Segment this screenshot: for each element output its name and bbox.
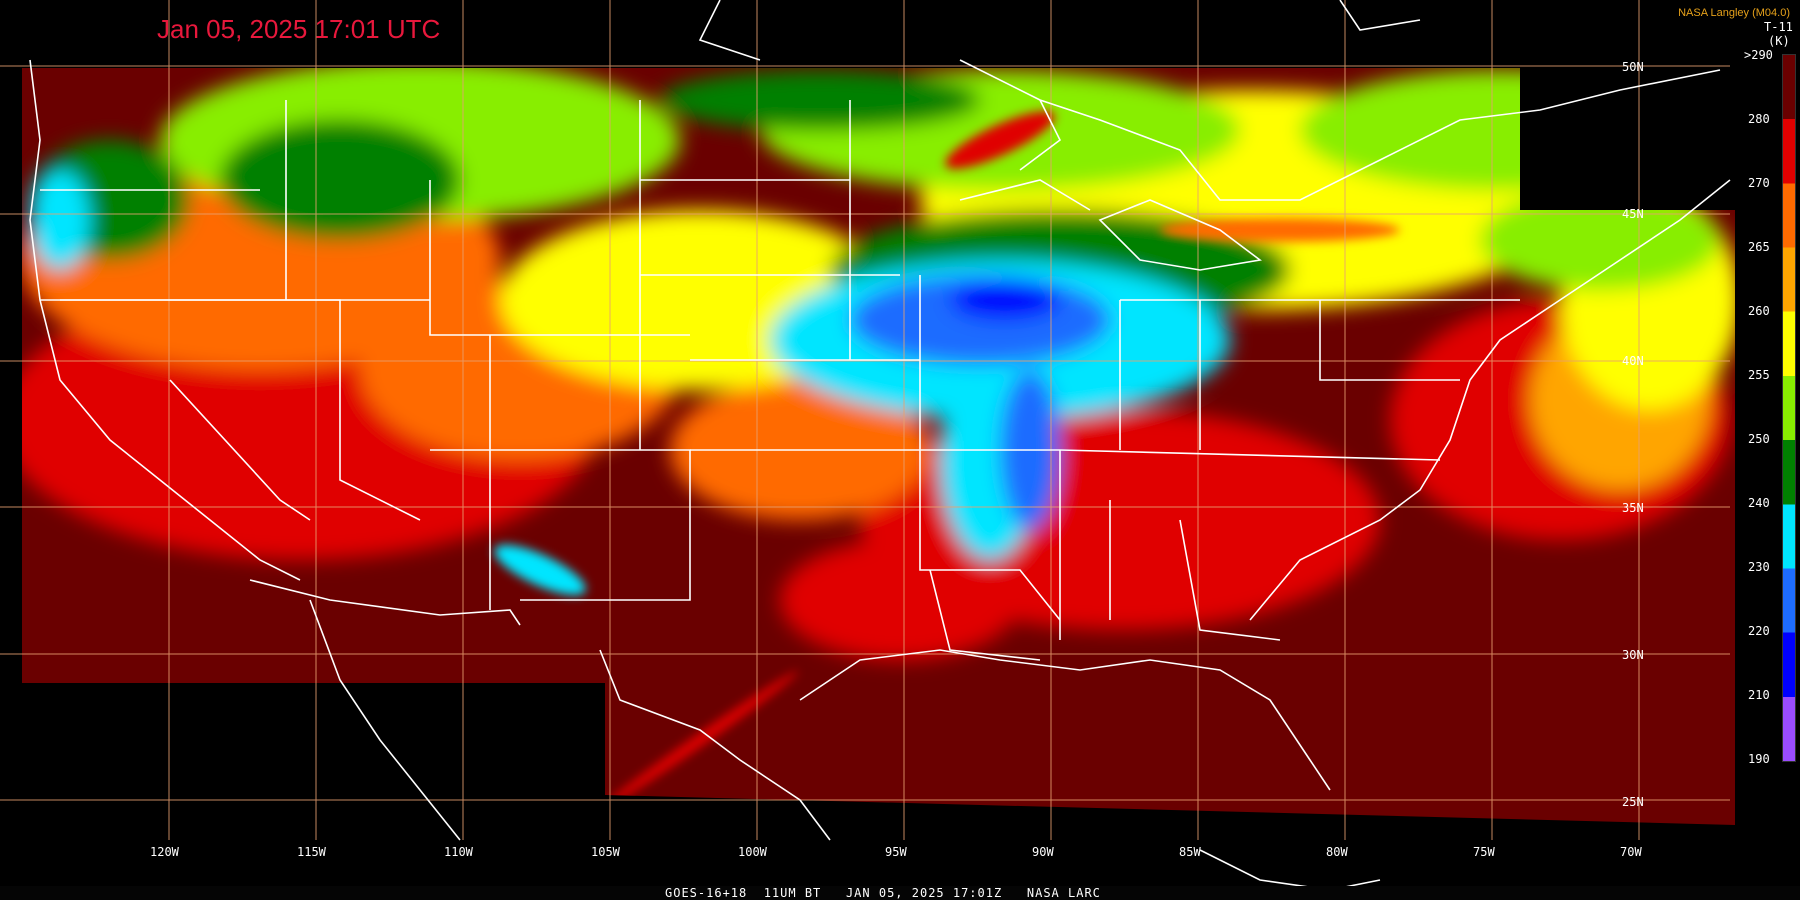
colorbar-tick-label: 240 (1748, 496, 1770, 510)
longitude-label: 75W (1473, 845, 1495, 859)
longitude-label: 80W (1326, 845, 1348, 859)
latitude-label: 30N (1622, 648, 1644, 662)
colorbar-tick-label: 265 (1748, 240, 1770, 254)
colorbar-tick-label: 210 (1748, 688, 1770, 702)
longitude-label: 90W (1032, 845, 1054, 859)
longitude-label: 105W (591, 845, 620, 859)
latitude-label: 35N (1622, 501, 1644, 515)
colorbar-tick-label: 230 (1748, 560, 1770, 574)
colorbar: T-11 (K) >290 280 270 265 260 255 250 240 230 22… (1740, 0, 1800, 784)
footer-text: GOES-16+18 11UM BT JAN 05, 2025 17:01Z N… (665, 886, 1101, 900)
colorbar-top-label: >290 (1744, 48, 1773, 62)
latitude-label: 40N (1622, 354, 1644, 368)
timestamp-title: Jan 05, 2025 17:01 UTC (157, 14, 441, 44)
colorbar-tick-label: 220 (1748, 624, 1770, 638)
latitude-label: 50N (1622, 60, 1644, 74)
latitude-label: 45N (1622, 207, 1644, 221)
credit-label: NASA Langley (M04.0) (1678, 7, 1790, 19)
longitude-label: 110W (444, 845, 473, 859)
colorbar-header-line1: T-11 (1764, 20, 1793, 34)
latitude-label: 25N (1622, 795, 1644, 809)
longitude-label: 100W (738, 845, 767, 859)
colorbar-tick-label: 280 (1748, 112, 1770, 126)
colorbar-strip (1782, 54, 1796, 762)
lat-lon-grid (0, 0, 1730, 840)
colorbar-tick-label: 255 (1748, 368, 1770, 382)
colorbar-tick-label: 270 (1748, 176, 1770, 190)
longitude-label: 70W (1620, 845, 1642, 859)
colorbar-tick-label: 190 (1748, 752, 1770, 766)
footer-bar: GOES-16+18 11UM BT JAN 05, 2025 17:01Z N… (0, 886, 1800, 900)
colorbar-tick-label: 260 (1748, 304, 1770, 318)
colorbar-tick-label: 250 (1748, 432, 1770, 446)
colorbar-header-line2: (K) (1768, 34, 1790, 48)
longitude-label: 95W (885, 845, 907, 859)
political-borders (29, 0, 1731, 891)
longitude-label: 115W (297, 845, 326, 859)
longitude-label: 120W (150, 845, 179, 859)
longitude-label: 85W (1179, 845, 1201, 859)
